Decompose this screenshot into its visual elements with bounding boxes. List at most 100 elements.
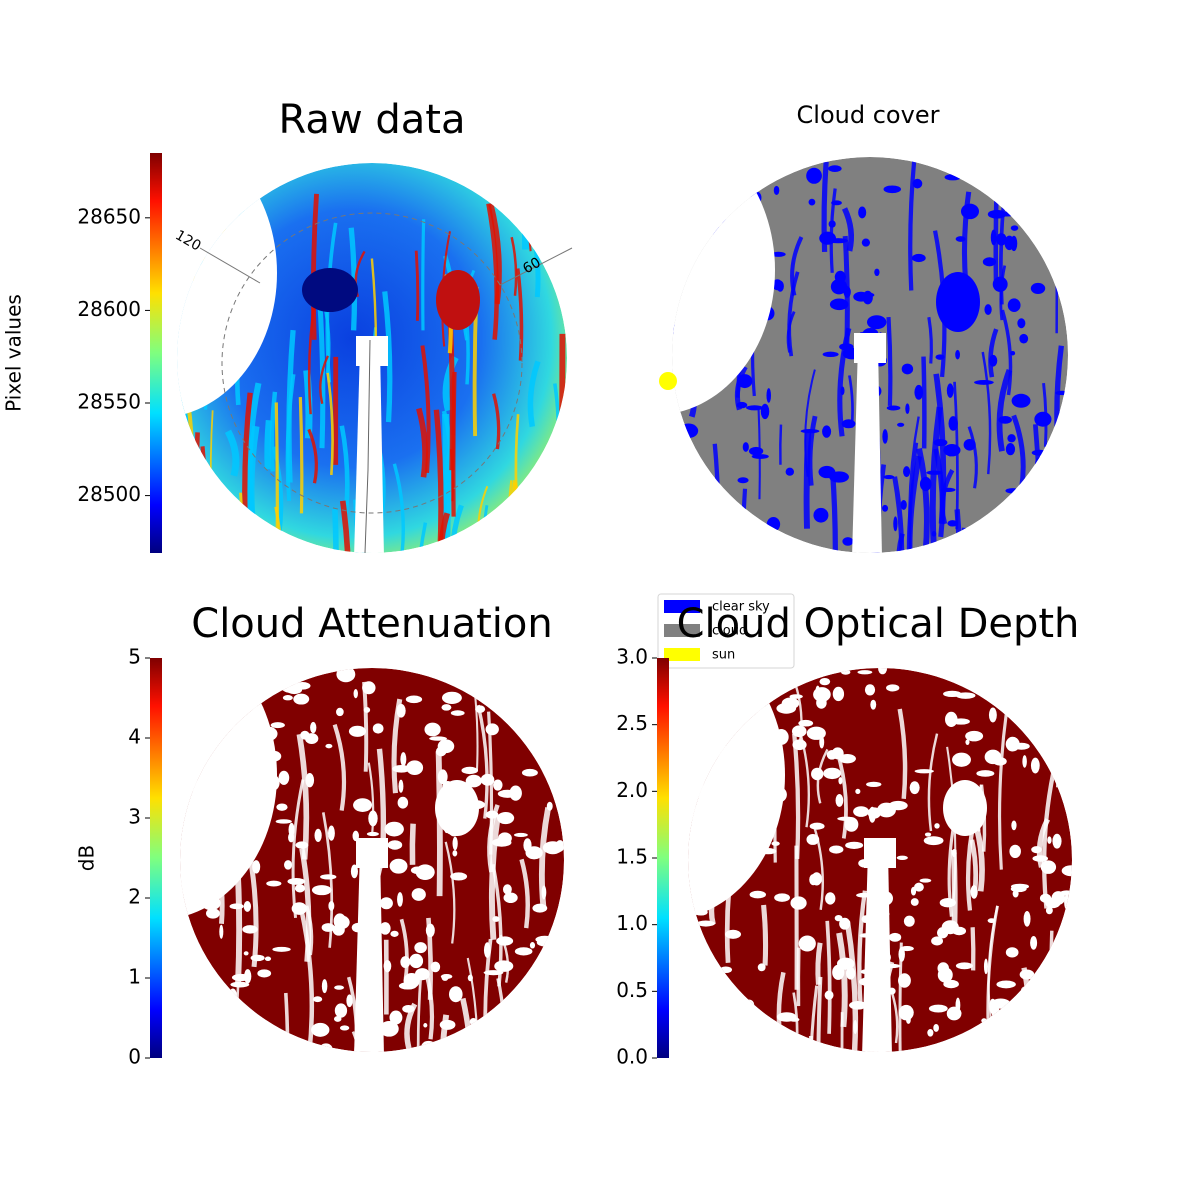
texture [738,678,747,687]
texture [221,701,225,708]
y-tick-label: 1 [128,965,141,989]
texture [521,1026,532,1037]
texture [670,165,685,181]
texture [508,1018,527,1026]
texture [414,942,427,953]
texture [1021,986,1031,995]
texture [832,965,844,980]
texture [484,970,504,975]
texture [173,522,177,587]
texture [1008,298,1021,312]
texture [737,374,752,388]
texture [1035,424,1039,577]
texture [863,291,873,305]
texture [514,833,528,837]
texture [781,542,788,549]
texture [1012,394,1031,408]
texture [799,936,816,952]
texture [915,769,934,773]
texture [737,703,745,714]
texture [208,735,222,739]
texture [675,447,690,460]
texture [1005,488,1019,493]
texture [748,177,758,182]
texture [792,1037,797,1049]
texture [198,967,210,980]
texture [328,826,335,841]
panel-title: Raw data [279,97,466,143]
texture [392,765,410,773]
texture [692,931,701,946]
texture [807,727,826,740]
texture [1051,1036,1054,1192]
texture [893,516,897,531]
texture [465,536,471,601]
panel-title: Cloud cover [797,101,940,129]
image-content [37,630,569,1152]
texture [952,927,966,935]
texture [1065,1027,1074,1122]
texture [725,1024,743,1037]
texture [284,860,292,870]
texture [811,768,823,781]
texture [402,1005,414,1013]
texture [956,962,973,969]
texture [714,1019,719,1032]
texture [484,942,491,958]
texture [889,933,901,942]
texture [772,841,780,846]
texture [182,1006,196,1011]
texture [305,773,314,787]
masked-region [535,125,775,415]
texture [449,1044,456,1105]
texture [903,466,910,477]
texture [753,152,772,166]
texture [998,416,1012,424]
texture [940,898,956,907]
texture [905,403,909,414]
texture [867,315,886,329]
texture [830,299,849,311]
texture [1029,208,1038,212]
texture [524,719,532,731]
texture [1011,225,1019,231]
texture [825,892,835,904]
texture [934,823,939,829]
texture [991,998,1010,1008]
masked-block [864,838,896,868]
texture [552,475,555,584]
texture [740,160,748,170]
texture [806,834,819,845]
texture [353,798,372,812]
colorbar [150,658,162,1058]
texture [749,158,756,162]
texture [767,517,780,532]
texture [1060,257,1065,271]
texture [737,477,748,483]
texture [679,245,687,254]
texture [1003,1038,1013,1048]
y-tick-label: 28550 [77,390,141,414]
texture [743,442,749,452]
texture [985,153,1001,162]
texture [222,982,226,1076]
texture [230,903,244,909]
texture [406,696,422,704]
texture [902,364,913,375]
texture [675,490,683,559]
texture [1058,470,1065,486]
texture [901,500,907,510]
texture [228,678,241,690]
texture [725,930,741,939]
texture [983,257,996,266]
texture [397,704,406,718]
texture [537,939,554,947]
y-axis-label: dB [75,845,99,871]
texture [287,878,305,885]
texture [955,350,960,360]
texture [715,444,719,566]
texture [547,802,553,811]
texture [981,1018,987,1023]
texture [976,770,994,777]
texture [1008,191,1021,200]
